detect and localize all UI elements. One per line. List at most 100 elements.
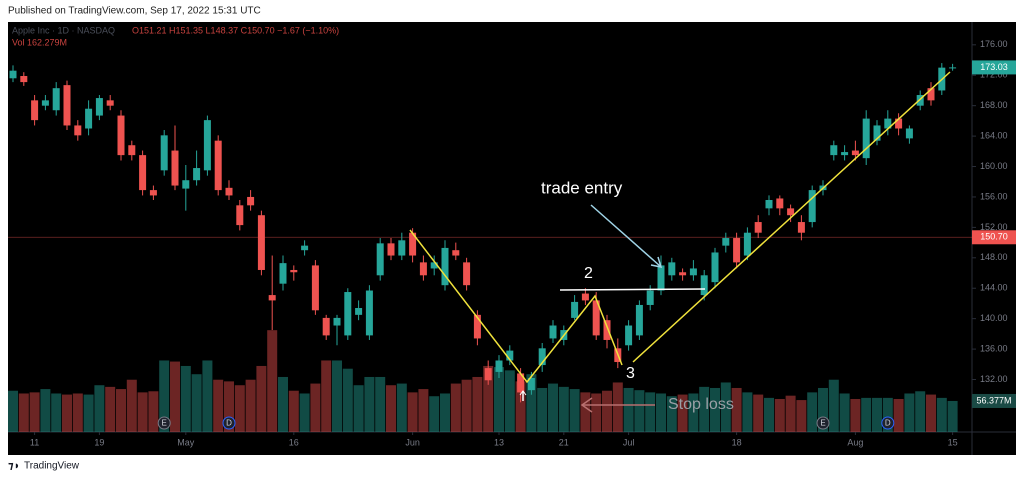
volume-bar bbox=[634, 390, 645, 432]
volume-bar bbox=[839, 393, 850, 432]
candle-body bbox=[527, 377, 535, 391]
candle-body bbox=[236, 205, 244, 226]
event-label: E bbox=[162, 419, 167, 428]
candle-body bbox=[517, 373, 525, 393]
x-tick-label: Jun bbox=[405, 437, 420, 447]
volume-bar bbox=[494, 367, 504, 432]
stop-loss-arrowhead bbox=[580, 397, 593, 413]
volume-bar bbox=[288, 390, 299, 432]
y-tick-label: 136.00 bbox=[980, 343, 1008, 353]
event-marker bbox=[222, 416, 236, 430]
volume-bar bbox=[440, 393, 450, 432]
x-tick-label: 21 bbox=[559, 437, 569, 447]
candle-body bbox=[538, 348, 546, 366]
volume-bar bbox=[310, 383, 321, 432]
candle-body bbox=[31, 100, 39, 121]
candle-body bbox=[949, 67, 957, 69]
neckline bbox=[559, 288, 706, 291]
volume-bar bbox=[224, 381, 234, 432]
volume-bar bbox=[926, 394, 936, 432]
volume-bar bbox=[861, 397, 872, 432]
volume-bar bbox=[126, 379, 137, 432]
volume-bar bbox=[656, 393, 666, 432]
volume-bar bbox=[429, 396, 440, 432]
volume-bar bbox=[40, 389, 51, 432]
candle-body bbox=[549, 325, 557, 339]
y-tick-label: 176.00 bbox=[980, 39, 1008, 49]
candle-body bbox=[214, 140, 222, 191]
x-tick-label: 13 bbox=[494, 437, 504, 447]
y-tick-label: 168.00 bbox=[980, 100, 1008, 110]
volume-bar bbox=[764, 397, 774, 432]
volume-bar bbox=[515, 381, 526, 432]
y-tick-label: 132.00 bbox=[980, 374, 1008, 384]
volume-bar bbox=[418, 389, 429, 432]
candle-body bbox=[106, 100, 114, 106]
candle-body bbox=[743, 232, 751, 256]
volume-bar bbox=[342, 368, 353, 432]
candle-body bbox=[203, 120, 211, 171]
event-label: D bbox=[226, 419, 232, 428]
candle-body bbox=[754, 222, 762, 233]
candle-body bbox=[668, 262, 676, 276]
candle-body bbox=[74, 125, 82, 136]
volume-bar bbox=[245, 379, 256, 432]
y-tick-label: 164.00 bbox=[980, 130, 1008, 140]
trend-line bbox=[632, 71, 951, 363]
volume-bar bbox=[396, 383, 407, 432]
candle-body bbox=[139, 155, 147, 191]
candle-body bbox=[689, 268, 697, 276]
legend-symbol: Apple Inc · 1D · NASDAQ bbox=[12, 25, 115, 35]
candle-body bbox=[700, 275, 708, 296]
candle-body bbox=[344, 292, 352, 336]
volume-bar bbox=[612, 382, 623, 432]
candle-body bbox=[333, 317, 341, 326]
volume-bar bbox=[105, 386, 116, 432]
candle-body bbox=[85, 108, 93, 129]
volume-bar bbox=[796, 400, 807, 432]
candle-body bbox=[9, 70, 17, 79]
candle-body bbox=[830, 145, 838, 156]
candle-body bbox=[225, 187, 233, 196]
volume-bar bbox=[213, 379, 224, 432]
volume-bar bbox=[850, 398, 861, 432]
volume-bar bbox=[947, 400, 958, 432]
volume-bar bbox=[256, 365, 267, 432]
candle-body bbox=[398, 240, 406, 256]
candle-body bbox=[41, 100, 49, 106]
volume-bar bbox=[785, 395, 796, 432]
volume-bar bbox=[602, 390, 612, 432]
candle-body bbox=[279, 263, 287, 284]
candle-body bbox=[787, 208, 795, 216]
candle-body bbox=[733, 238, 741, 263]
volume-bar bbox=[645, 392, 656, 432]
trend-drawings bbox=[409, 71, 951, 384]
volume-bar bbox=[94, 385, 105, 432]
x-tick-label: Aug bbox=[847, 437, 863, 447]
candle-body bbox=[851, 150, 859, 156]
y-tick-label: 152.00 bbox=[980, 222, 1008, 232]
candle-body bbox=[884, 118, 892, 129]
volume-bar bbox=[148, 391, 159, 432]
candle-body bbox=[484, 368, 492, 381]
legend-ohlc: O151.21 H151.35 L148.37 C150.70 −1.67 (−… bbox=[132, 25, 339, 35]
volume-bar bbox=[731, 387, 742, 432]
candle-body bbox=[409, 232, 417, 256]
volume-bar bbox=[774, 398, 785, 432]
price-line-tag bbox=[972, 230, 1016, 245]
candle-body bbox=[376, 243, 384, 276]
stop-arrowhead-up bbox=[519, 390, 527, 396]
volume-bar bbox=[180, 365, 191, 432]
stop-loss-label: Stop loss bbox=[668, 396, 734, 413]
event-label: E bbox=[820, 419, 825, 428]
candle-body bbox=[20, 76, 28, 83]
volume-bar bbox=[461, 379, 472, 432]
candle-body bbox=[311, 265, 319, 311]
candle-body bbox=[495, 360, 503, 372]
x-tick-label: Jul bbox=[623, 437, 635, 447]
volume-bar bbox=[742, 392, 753, 432]
y-tick-label: 148.00 bbox=[980, 252, 1008, 262]
volume-bar bbox=[191, 374, 202, 432]
candle-body bbox=[506, 350, 514, 361]
event-label: D bbox=[885, 419, 891, 428]
